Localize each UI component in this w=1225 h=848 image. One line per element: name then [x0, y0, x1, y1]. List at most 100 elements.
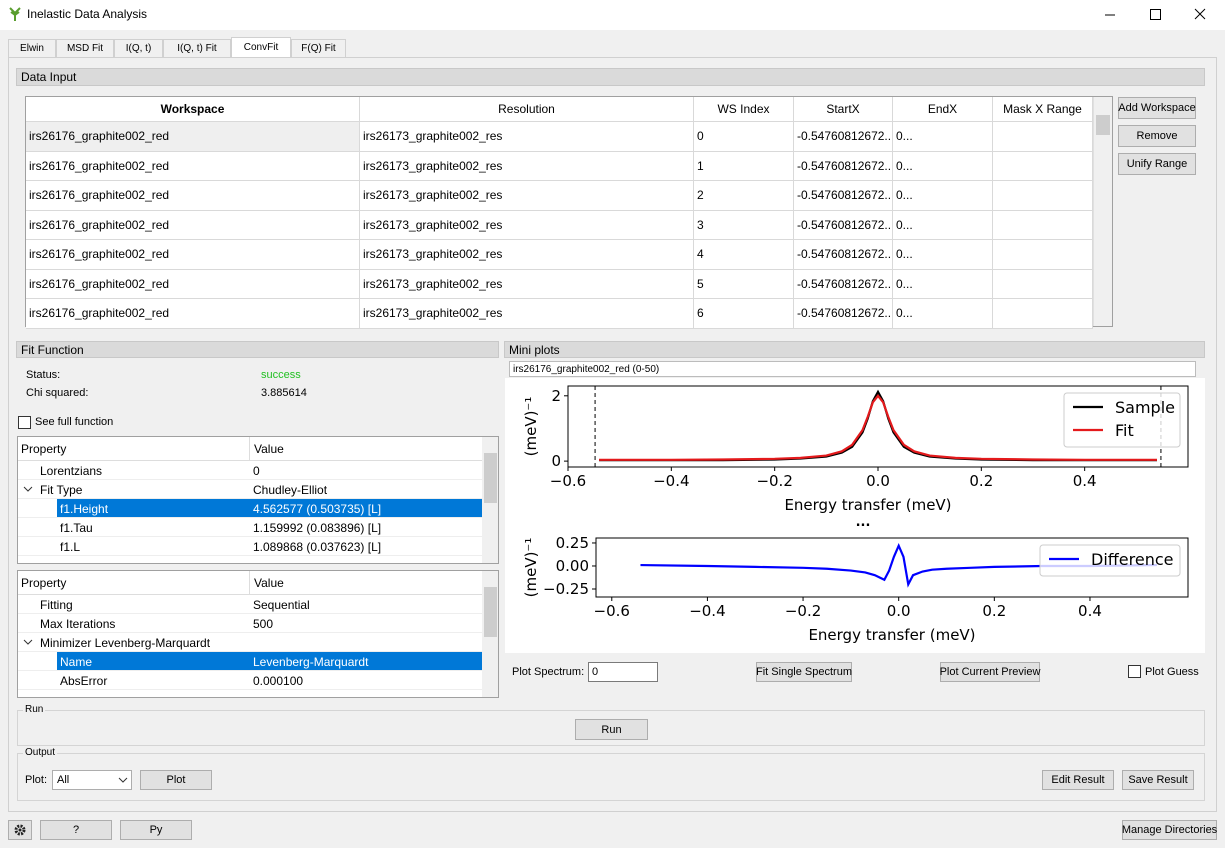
table-cell[interactable]: 0...	[893, 270, 993, 300]
property-value: 1.159992 (0.083896) [L]	[253, 518, 381, 537]
header-cell: Property	[18, 437, 250, 461]
table-cell[interactable]: 0...	[893, 299, 993, 329]
table-cell[interactable]: irs26173_graphite002_res	[360, 152, 694, 182]
row-line	[18, 536, 482, 537]
column-header: EndX	[893, 97, 993, 122]
table-cell[interactable]: irs26173_graphite002_res	[360, 211, 694, 241]
table-cell[interactable]: 4	[694, 240, 794, 270]
legend-label: Difference	[1091, 550, 1173, 569]
table-cell[interactable]: irs26176_graphite002_red	[26, 211, 360, 241]
table-cell[interactable]: irs26173_graphite002_res	[360, 122, 694, 152]
button[interactable]: Unify Range	[1118, 153, 1196, 175]
x-tick-label: −0.6	[550, 472, 586, 490]
y-tick-label: −0.25	[543, 580, 589, 598]
table-cell[interactable]: -0.54760812672...	[794, 152, 893, 182]
table-cell[interactable]	[993, 270, 1093, 300]
table-cell[interactable]: 2	[694, 181, 794, 211]
table-cell[interactable]: irs26176_graphite002_red	[26, 181, 360, 211]
separator: ...	[856, 515, 871, 530]
property-value: Sequential	[253, 595, 310, 614]
tab[interactable]: ConvFit	[231, 37, 291, 58]
table-cell[interactable]: 0...	[893, 152, 993, 182]
property-value: 500	[253, 614, 273, 633]
x-tick-label: 0.4	[1073, 472, 1097, 490]
tab[interactable]: MSD Fit	[56, 39, 114, 58]
table-cell[interactable]	[993, 240, 1093, 270]
expand-arrow[interactable]	[23, 486, 33, 494]
table-cell[interactable]: irs26176_graphite002_red	[26, 299, 360, 329]
table-cell[interactable]: irs26176_graphite002_red	[26, 270, 360, 300]
table-cell[interactable]: irs26176_graphite002_red	[26, 122, 360, 152]
y-tick-label: 0.25	[556, 534, 589, 552]
legend-label: Fit	[1115, 421, 1134, 440]
table-cell[interactable]: 0...	[893, 211, 993, 241]
table-cell[interactable]: 5	[694, 270, 794, 300]
y-tick-label: 2	[551, 387, 561, 405]
header-cell: Value	[250, 437, 482, 461]
column-header: WS Index	[694, 97, 794, 122]
property-value: Levenberg-Marquardt	[253, 652, 368, 671]
table-cell[interactable]: 0...	[893, 122, 993, 152]
table-cell[interactable]: irs26176_graphite002_red	[26, 240, 360, 270]
table-cell[interactable]: -0.54760812672...	[794, 122, 893, 152]
property-name: AbsError	[60, 671, 107, 690]
property-name: f1.L	[60, 537, 80, 556]
legend-label: Sample	[1115, 398, 1175, 417]
table-cell[interactable]: irs26173_graphite002_res	[360, 240, 694, 270]
x-tick-label: −0.4	[653, 472, 689, 490]
property-value: 0	[253, 461, 260, 480]
table-cell[interactable]: irs26173_graphite002_res	[360, 181, 694, 211]
button[interactable]: Remove	[1118, 125, 1196, 147]
table-cell[interactable]	[993, 299, 1093, 329]
table-cell[interactable]: 3	[694, 211, 794, 241]
table-cell[interactable]: irs26173_graphite002_res	[360, 299, 694, 329]
table-cell[interactable]: 6	[694, 299, 794, 329]
table-cell[interactable]: 0...	[893, 181, 993, 211]
table-cell[interactable]	[993, 181, 1093, 211]
table-cell[interactable]	[993, 211, 1093, 241]
header-cell: Value	[250, 571, 482, 595]
column-header: Resolution	[360, 97, 694, 122]
table-cell[interactable]: -0.54760812672...	[794, 211, 893, 241]
column-header: Workspace	[26, 97, 360, 122]
tab[interactable]: Elwin	[8, 39, 56, 58]
scroll-thumb[interactable]	[1096, 115, 1110, 135]
x-axis-label: Energy transfer (meV)	[784, 496, 951, 514]
property-value: 0.000100	[253, 671, 303, 690]
table-cell[interactable]: -0.54760812672...	[794, 240, 893, 270]
expand-arrow[interactable]	[23, 639, 33, 647]
property-name: Minimizer Levenberg-Marquardt	[40, 633, 210, 652]
property-name: Name	[60, 652, 92, 671]
x-tick-label: −0.2	[756, 472, 792, 490]
table-cell[interactable]: -0.54760812672...	[794, 270, 893, 300]
table-cell[interactable]: -0.54760812672...	[794, 181, 893, 211]
scroll-thumb[interactable]	[484, 453, 497, 503]
header-cell: Property	[18, 571, 250, 595]
x-tick-label: 0.2	[982, 602, 1006, 620]
x-tick-label: −0.6	[594, 602, 630, 620]
table-cell[interactable]	[993, 122, 1093, 152]
property-value: 4.562577 (0.503735) [L]	[253, 499, 381, 518]
y-tick-label: 0.00	[556, 557, 589, 575]
tab[interactable]: I(Q, t) Fit	[163, 39, 231, 58]
table-cell[interactable]: -0.54760812672...	[794, 299, 893, 329]
tab[interactable]: I(Q, t)	[114, 39, 163, 58]
y-tick-label: 0	[551, 452, 561, 470]
table-cell[interactable]: 0...	[893, 240, 993, 270]
row-line	[18, 479, 482, 480]
table-cell[interactable]: 1	[694, 152, 794, 182]
property-value: Chudley-Elliot	[253, 480, 327, 499]
table-cell[interactable]: irs26173_graphite002_res	[360, 270, 694, 300]
scroll-thumb[interactable]	[484, 587, 497, 637]
y-axis-label: (meV)⁻¹	[522, 397, 540, 457]
column-header: StartX	[794, 97, 893, 122]
x-tick-label: 0.4	[1078, 602, 1102, 620]
x-tick-label: −0.2	[785, 602, 821, 620]
table-cell[interactable]: 0	[694, 122, 794, 152]
table-cell[interactable]: irs26176_graphite002_red	[26, 152, 360, 182]
x-tick-label: 0.2	[969, 472, 993, 490]
table-cell[interactable]	[993, 152, 1093, 182]
button[interactable]: Add Workspace	[1118, 97, 1196, 119]
tab[interactable]: F(Q) Fit	[291, 39, 346, 58]
property-name: Lorentzians	[40, 461, 102, 480]
